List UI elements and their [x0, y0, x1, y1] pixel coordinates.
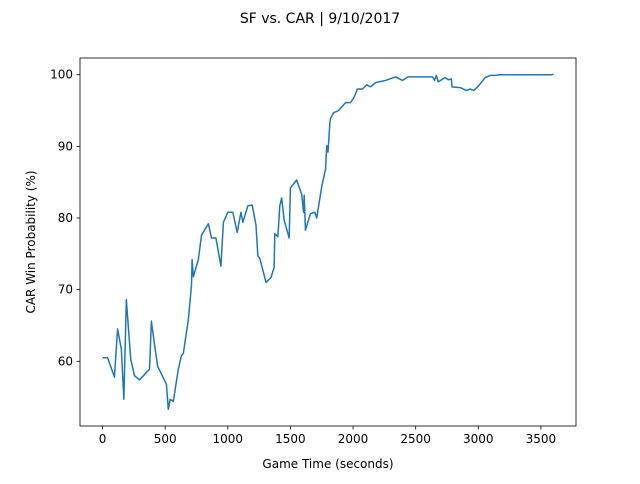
- x-tick-label: 1500: [275, 432, 306, 446]
- x-tick-label: 500: [154, 432, 177, 446]
- y-tick-label: 80: [58, 211, 73, 225]
- x-tick-label: 2500: [400, 432, 431, 446]
- x-tick-label: 3500: [526, 432, 557, 446]
- line-series: [102, 73, 554, 411]
- x-tick-label: 0: [99, 432, 107, 446]
- plot-frame: [79, 57, 577, 427]
- y-axis-label: CAR Win Probability (%): [24, 170, 38, 313]
- x-axis-label: Game Time (seconds): [262, 457, 393, 471]
- y-tick-label: 70: [58, 283, 73, 297]
- y-tick-label: 100: [50, 68, 73, 82]
- y-tick-label: 90: [58, 139, 73, 153]
- x-tick-label: 1000: [213, 432, 244, 446]
- x-tick-label: 2000: [338, 432, 369, 446]
- y-tick-label: 60: [58, 354, 73, 368]
- x-tick-label: 3000: [463, 432, 494, 446]
- chart-title: SF vs. CAR | 9/10/2017: [240, 11, 400, 27]
